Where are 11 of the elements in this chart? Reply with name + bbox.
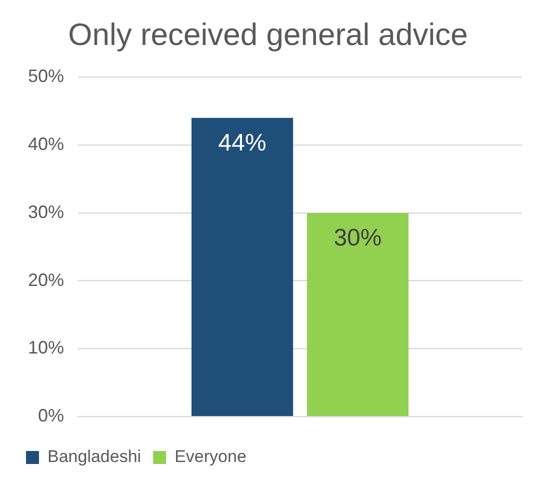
legend-label: Bangladeshi — [48, 447, 142, 466]
chart-title: Only received general advice — [68, 17, 468, 52]
y-tick-label: 30% — [28, 202, 64, 222]
data-label: 44% — [218, 130, 266, 157]
y-tick-label: 20% — [28, 270, 64, 290]
data-label: 30% — [334, 224, 382, 252]
y-tick-label: 40% — [28, 134, 64, 154]
legend-label: Everyone — [174, 447, 246, 466]
y-tick-label: 0% — [38, 406, 64, 426]
y-tick-label: 50% — [28, 66, 64, 86]
y-tick-label: 10% — [28, 338, 64, 358]
